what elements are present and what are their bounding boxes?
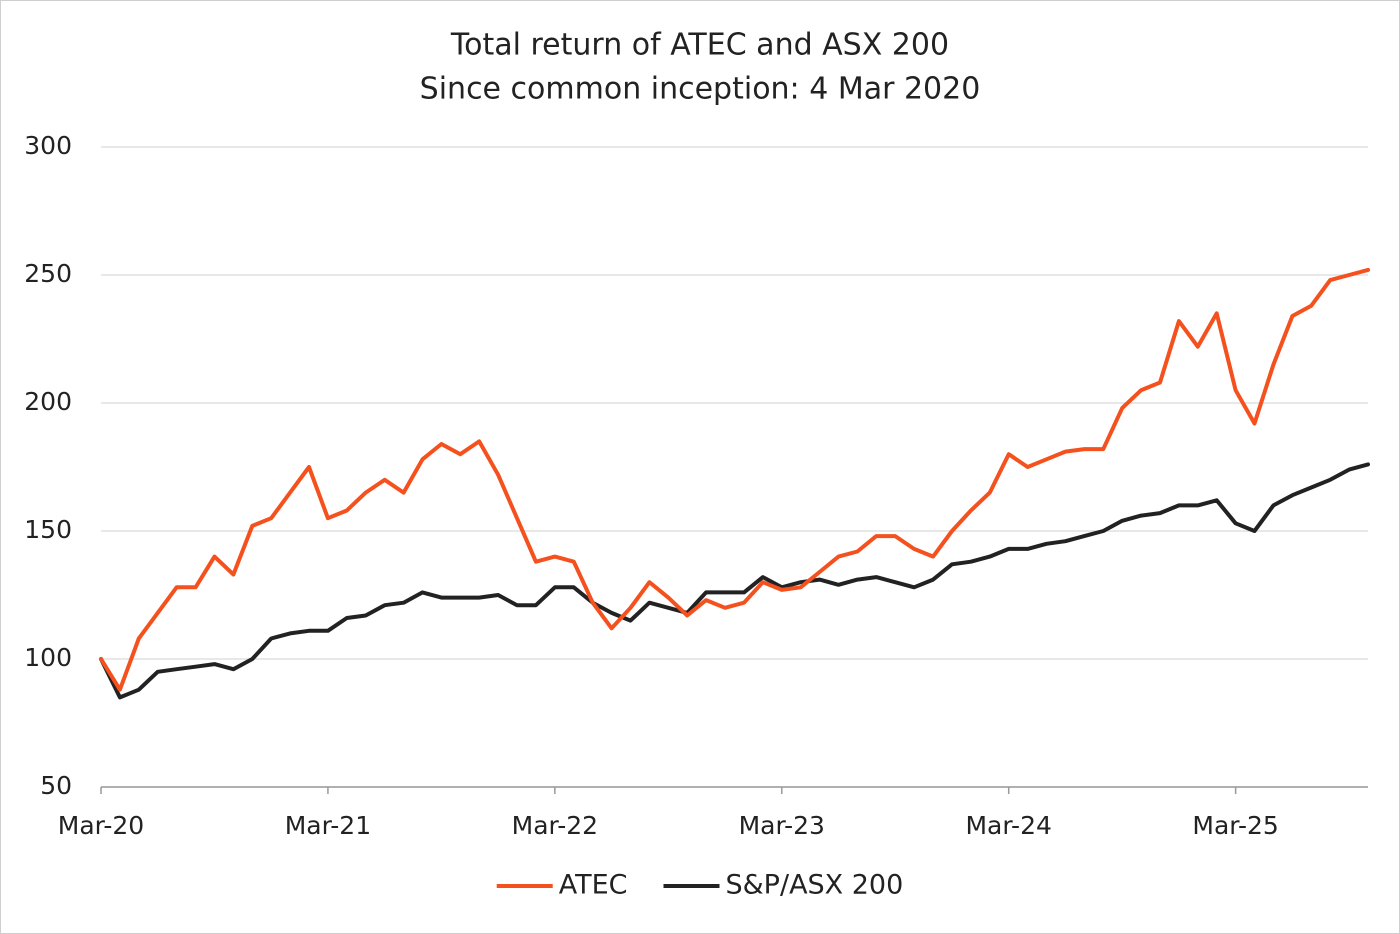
y-tick-label: 100 <box>24 643 72 672</box>
y-tick-label: 50 <box>40 771 72 800</box>
series-line <box>99 267 1370 692</box>
x-tick-label: Mar-23 <box>739 811 825 840</box>
x-tick-label: Mar-25 <box>1192 811 1278 840</box>
legend-label: S&P/ASX 200 <box>725 870 903 901</box>
x-tick-label: Mar-20 <box>58 811 144 840</box>
legend-item: ATEC <box>496 870 628 901</box>
y-tick-label: 200 <box>24 387 72 416</box>
x-tick-label: Mar-21 <box>285 811 371 840</box>
chart-title: Total return of ATEC and ASX 200 <box>450 28 949 63</box>
legend-label: ATEC <box>559 870 628 901</box>
chart-subtitle: Since common inception: 4 Mar 2020 <box>420 72 981 107</box>
legend: ATEC S&P/ASX 200 <box>496 870 903 901</box>
x-tick-label: Mar-24 <box>965 811 1051 840</box>
y-tick-label: 300 <box>24 131 72 160</box>
x-tick-label: Mar-22 <box>512 811 598 840</box>
series-line <box>99 462 1370 700</box>
y-tick-label: 150 <box>24 515 72 544</box>
y-tick-label: 250 <box>24 259 72 288</box>
legend-item: S&P/ASX 200 <box>663 870 903 901</box>
